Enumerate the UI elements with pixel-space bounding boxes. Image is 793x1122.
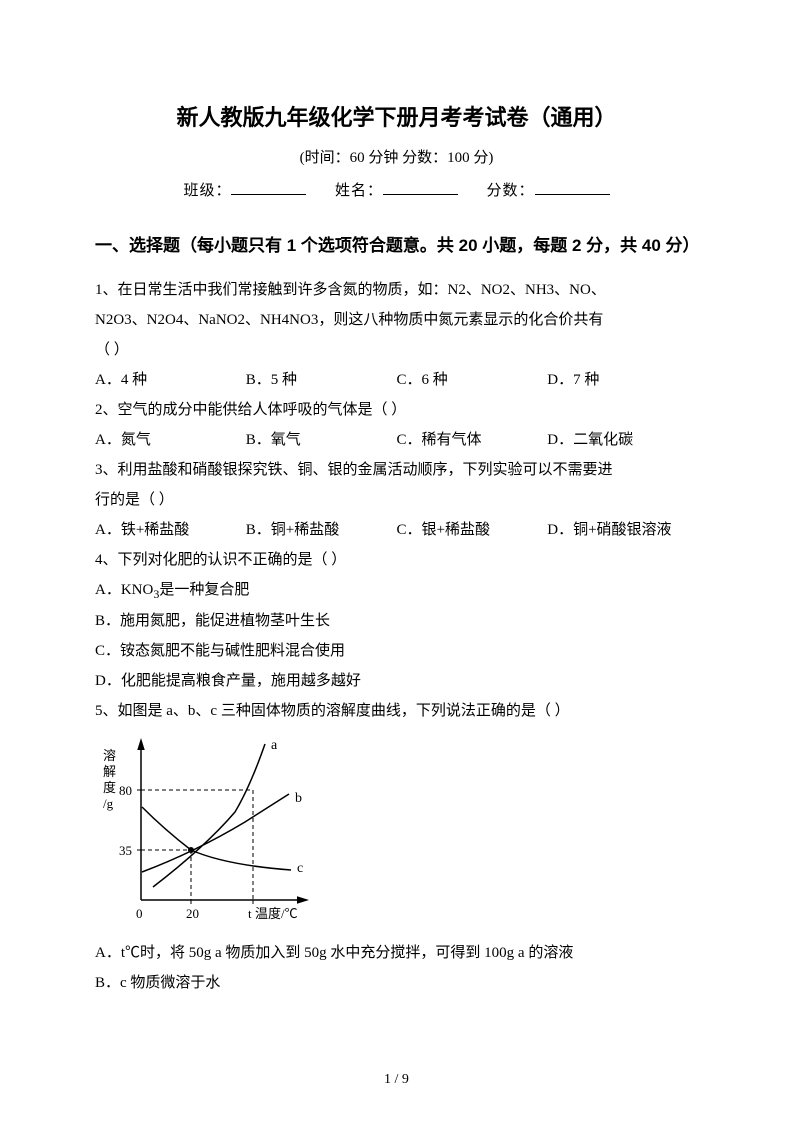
svg-text:a: a (271, 738, 278, 753)
q2-optC: C．稀有气体 (397, 425, 548, 455)
doc-subtitle: (时间：60 分钟 分数：100 分) (95, 146, 698, 167)
q4-optA-post: 是一种复合肥 (159, 582, 249, 598)
doc-title: 新人教版九年级化学下册月考考试卷（通用） (95, 100, 698, 132)
q2-optD: D．二氧化碳 (547, 425, 698, 455)
svg-text:解: 解 (103, 764, 116, 779)
section-1-heading: 一、选择题（每小题只有 1 个选项符合题意。共 20 小题，每题 2 分，共 4… (95, 226, 698, 267)
svg-text:80: 80 (119, 783, 132, 798)
q4-stem: 4、下列对化肥的认识不正确的是（ ） (95, 545, 698, 575)
q2-stem: 2、空气的成分中能供给人体呼吸的气体是（ ） (95, 395, 698, 425)
q1-line1: 1、在日常生活中我们常接触到许多含氮的物质，如：N2、NO2、NH3、NO、 (95, 275, 698, 305)
q4-optB: B．施用氮肥，能促进植物茎叶生长 (95, 606, 698, 636)
q4-optD: D．化肥能提高粮食产量，施用越多越好 (95, 666, 698, 696)
q1-optC: C．6 种 (397, 365, 548, 395)
q4-optA-pre: A．KNO (95, 582, 153, 598)
info-line: 班级： 姓名： 分数： (95, 179, 698, 200)
q1-optD: D．7 种 (547, 365, 698, 395)
q1-options: A．4 种 B．5 种 C．6 种 D．7 种 (95, 365, 698, 395)
svg-text:/g: /g (103, 796, 114, 811)
q2-optB: B．氧气 (246, 425, 397, 455)
name-blank (383, 194, 458, 195)
class-blank (231, 194, 306, 195)
class-label: 班级： (183, 183, 231, 199)
q1-line3: （ ） (95, 335, 698, 365)
svg-text:0: 0 (136, 906, 143, 921)
score-blank (535, 194, 610, 195)
q1-line2: N2O3、N2O4、NaNO2、NH4NO3，则这八种物质中氮元素显示的化合价共… (95, 305, 698, 335)
svg-text:t: t (248, 906, 252, 921)
score-label: 分数： (487, 183, 535, 199)
q2-optA: A．氮气 (95, 425, 246, 455)
q3-optC: C．银+稀盐酸 (397, 515, 548, 545)
q5-optB: B．c 物质微溶于水 (95, 968, 698, 998)
q3-options: A．铁+稀盐酸 B．铜+稀盐酸 C．银+稀盐酸 D．铜+硝酸银溶液 (95, 515, 698, 545)
svg-text:c: c (297, 861, 303, 876)
q5-stem: 5、如图是 a、b、c 三种固体物质的溶解度曲线，下列说法正确的是（ ） (95, 696, 698, 726)
svg-text:b: b (295, 791, 302, 806)
chart-svg: 溶解度/g 温度/℃ 80 35 0 20 t a b c (95, 732, 320, 927)
svg-text:35: 35 (119, 843, 132, 858)
svg-text:温度/℃: 温度/℃ (255, 906, 298, 921)
q1-optB: B．5 种 (246, 365, 397, 395)
page-number: 1 / 9 (0, 1072, 793, 1088)
page: 新人教版九年级化学下册月考考试卷（通用） (时间：60 分钟 分数：100 分)… (0, 0, 793, 1122)
q2-options: A．氮气 B．氧气 C．稀有气体 D．二氧化碳 (95, 425, 698, 455)
q1-optA: A．4 种 (95, 365, 246, 395)
q5-optA: A．t℃时，将 50g a 物质加入到 50g 水中充分搅拌，可得到 100g … (95, 938, 698, 968)
svg-text:溶: 溶 (103, 748, 116, 763)
q3-optA: A．铁+稀盐酸 (95, 515, 246, 545)
solubility-chart: 溶解度/g 温度/℃ 80 35 0 20 t a b c (95, 732, 698, 932)
q3-line1: 3、利用盐酸和硝酸银探究铁、铜、银的金属活动顺序，下列实验可以不需要进 (95, 455, 698, 485)
q3-line2: 行的是（ ） (95, 485, 698, 515)
q4-optC: C．铵态氮肥不能与碱性肥料混合使用 (95, 636, 698, 666)
q4-optA: A．KNO3是一种复合肥 (95, 575, 698, 606)
q3-optB: B．铜+稀盐酸 (246, 515, 397, 545)
svg-text:度: 度 (103, 780, 116, 795)
svg-text:20: 20 (186, 906, 199, 921)
name-label: 姓名： (335, 183, 383, 199)
q3-optD: D．铜+硝酸银溶液 (547, 515, 698, 545)
